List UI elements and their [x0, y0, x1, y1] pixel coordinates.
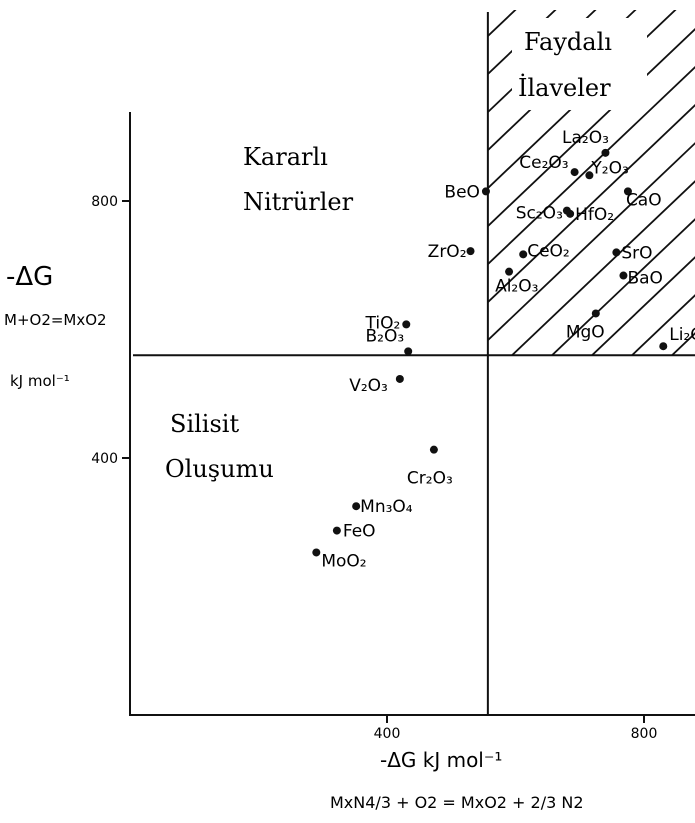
- data-point-sco: [562, 206, 571, 215]
- point-label-bo: B₂O₃: [366, 326, 405, 346]
- data-point-feo: [332, 526, 341, 535]
- point-label-lio: Li₂O: [669, 325, 695, 345]
- data-point-cao: [623, 187, 632, 196]
- hatch-line: [590, 256, 695, 356]
- x-tick-label: 400: [374, 726, 401, 742]
- y-axis-reaction: M+O2=MxO2: [4, 311, 107, 329]
- hatch-line: [487, 104, 695, 304]
- data-point-tio: [402, 320, 411, 329]
- hatch-line: [487, 10, 677, 190]
- region-label-stable-nitrides-line1: Kararlı: [243, 143, 328, 171]
- region-label-backdrop: [512, 18, 647, 110]
- y-axis-unit: kJ mol⁻¹: [10, 372, 70, 390]
- hatch-line: [487, 142, 695, 342]
- data-point-lio: [659, 342, 668, 351]
- data-points: La₂O₃ Ce₂O₃ Y₂O₃ BeO HfO₂ CaO Sc₂O₃ ZrO₂ CeO₂ SrO…: [312, 128, 695, 571]
- point-label-vo: V₂O₃: [349, 376, 388, 396]
- data-point-zro: [466, 247, 475, 256]
- point-label-sro: SrO: [621, 243, 652, 263]
- point-label-lao: La₂O₃: [562, 128, 609, 148]
- region-label-beneficial-additives-line1: Faydalı: [524, 28, 612, 56]
- data-point-mgo: [591, 309, 600, 318]
- region-label-silicide-formation-line1: Silisit: [170, 410, 239, 438]
- data-point-alo: [505, 267, 514, 276]
- point-label-moo: MoO₂: [321, 551, 366, 571]
- data-point-moo: [312, 548, 321, 557]
- point-label-mno: Mn₃O₄: [360, 497, 413, 517]
- hatch-line: [510, 180, 695, 356]
- point-label-bao: BaO: [627, 269, 662, 289]
- x-axis-label: -ΔG kJ mol⁻¹: [380, 748, 502, 772]
- data-point-bo: [404, 347, 413, 356]
- x-tick-label: 800: [631, 726, 658, 742]
- hatch-line: [550, 218, 695, 356]
- point-label-sco: Sc₂O₃: [516, 204, 563, 224]
- data-point-vo: [395, 374, 404, 383]
- point-label-hfo: HfO₂: [575, 205, 614, 225]
- region-label-stable-nitrides-line2: Nitrürler: [243, 188, 354, 216]
- data-point-ceo: [519, 250, 528, 259]
- data-point-bao: [619, 271, 628, 280]
- y-tick-label: 800: [91, 194, 118, 210]
- data-point-cro: [429, 445, 438, 454]
- hatch-line: [108, 0, 528, 359]
- point-label-feo: FeO: [343, 522, 376, 542]
- point-label-ceo: CeO₂: [527, 241, 570, 261]
- point-label-beo: BeO: [444, 182, 480, 202]
- data-point-sro: [612, 248, 621, 257]
- data-point-beo: [481, 187, 490, 196]
- data-point-yo: [585, 171, 594, 180]
- y-tick-label: 400: [91, 451, 118, 467]
- data-point-lao: [601, 148, 610, 157]
- point-label-yo: Y₂O₃: [590, 158, 628, 178]
- point-label-ceo: Ce₂O₃: [519, 153, 568, 173]
- point-label-cao: CaO: [626, 190, 662, 210]
- point-label-mgo: MgO: [566, 322, 605, 342]
- hatch-line: [487, 10, 517, 38]
- data-point-mno: [352, 502, 361, 511]
- x-axis-reaction: MxN4/3 + O2 = MxO2 + 2/3 N2: [330, 793, 584, 812]
- y-axis-label: -ΔG: [6, 262, 53, 292]
- point-label-cro: Cr₂O₃: [407, 469, 453, 489]
- point-label-zro: ZrO₂: [428, 242, 467, 262]
- point-label-tio: TiO₂: [364, 313, 400, 333]
- hatch-line: [487, 66, 695, 266]
- data-point-ceo: [570, 168, 579, 177]
- point-label-alo: Al₂O₃: [495, 277, 538, 297]
- axis-ticks: 400 800 400 800: [91, 194, 657, 742]
- region-label-silicide-formation-line2: Oluşumu: [165, 455, 274, 483]
- hatch-line: [487, 28, 695, 228]
- region-label-beneficial-additives-line2: İlaveler: [518, 73, 611, 102]
- hatch-line: [670, 332, 695, 356]
